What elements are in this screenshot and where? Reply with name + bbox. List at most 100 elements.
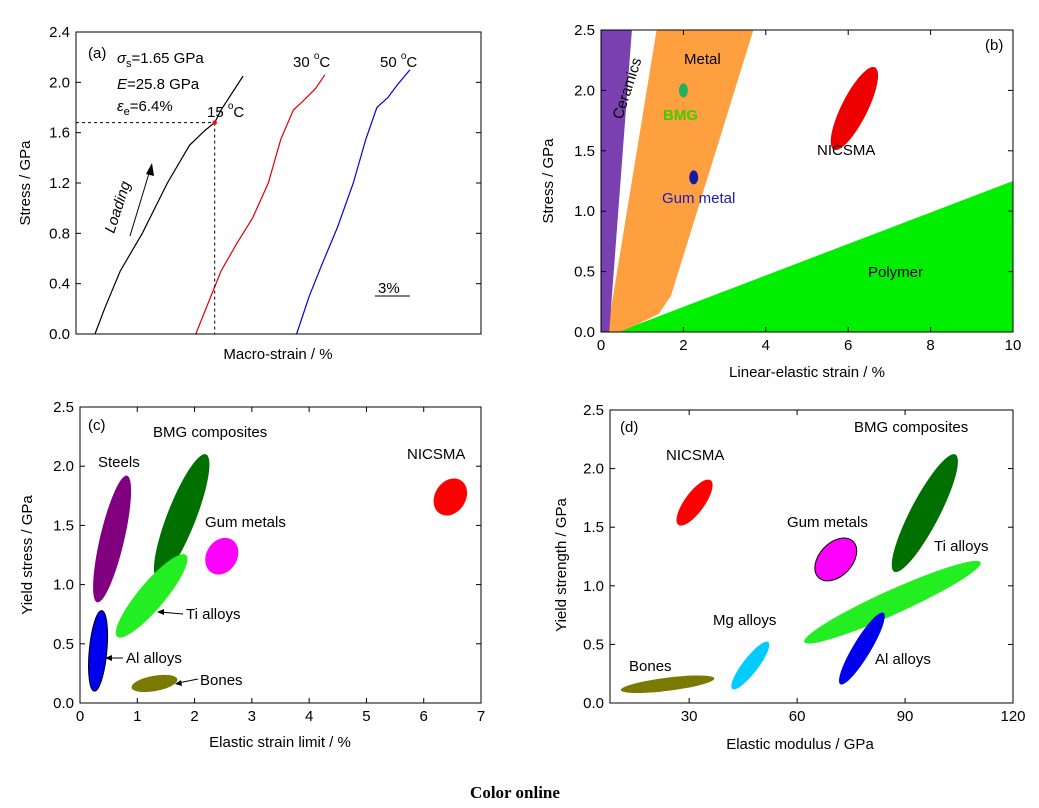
panel-b-ytick-label: 1.5 xyxy=(574,143,595,160)
point-label-nicsma-b: NICSMA xyxy=(817,142,875,159)
label-ti-alloys-d: Ti alloys xyxy=(934,538,988,555)
panel-c-xtick-label: 6 xyxy=(420,708,428,725)
ellipse-bones xyxy=(131,674,178,693)
panel-c-xtick-label: 5 xyxy=(362,708,370,725)
panel-b-ytick-label: 1.0 xyxy=(574,203,595,220)
label-al-alloys-d: Al alloys xyxy=(875,651,931,668)
sigma-symbol: σ xyxy=(117,50,127,67)
label-gum-metals-d: Gum metals xyxy=(787,514,868,531)
figure-footer: Color online xyxy=(470,783,560,802)
panel-b-ticks: 0 2 4 6 8 10 0.0 0.5 1.0 1.5 2.0 2.5 xyxy=(574,22,1021,354)
label-al-alloys-c: Al alloys xyxy=(126,650,182,667)
panel-d-ytick-label: 1.5 xyxy=(583,519,604,536)
panel-b-frame xyxy=(600,29,1014,333)
panel-d-label: (d) xyxy=(620,419,638,436)
panel-b-ylabel: Stress / GPa xyxy=(540,138,557,224)
panel-a-ytick-label: 1.6 xyxy=(49,125,70,142)
panel-b: 0 2 4 6 8 100.00.51.01.52.02.5 (b) Ceramics M… xyxy=(540,22,1021,381)
panel-a-curves xyxy=(94,69,411,335)
ellipse-bmg-composites-d xyxy=(891,454,958,573)
panel-d-frame xyxy=(609,409,1014,704)
pointer-bones-head xyxy=(175,680,182,686)
region-label-metal: Metal xyxy=(684,51,721,68)
region-label-polymer: Polymer xyxy=(868,264,923,281)
point-label-bmg: BMG xyxy=(663,107,698,124)
region-ceramics xyxy=(601,30,632,332)
panel-a-label: (a) xyxy=(88,45,106,62)
panel-c: 0 1 2 3 4 5 6 7 0.0 0.5 1.0 1.5 2.0 2.5 (c) Steels BM… xyxy=(19,399,485,751)
sigma-sub: s xyxy=(126,58,132,70)
ellipse-al-alloys-d xyxy=(839,612,885,685)
label-bones-d: Bones xyxy=(629,658,672,675)
panel-b-ytick-label: 2.0 xyxy=(574,82,595,99)
strain-value: =6.4% xyxy=(130,98,173,115)
panel-a-ytick-label: 0.4 xyxy=(49,276,70,293)
panel-b-ytick-label: 0.0 xyxy=(574,324,595,341)
panel-a-yield-marker xyxy=(212,120,217,125)
series-label-50C-value: 50 xyxy=(380,54,401,71)
series-label-30C-unit: C xyxy=(319,54,330,71)
panel-b-xtick-label: 4 xyxy=(762,337,770,354)
label-steels: Steels xyxy=(98,454,140,471)
panel-d-ytick-label: 2.5 xyxy=(583,402,604,419)
panel-b-xtick-label: 8 xyxy=(926,337,934,354)
sigma-value: =1.65 GPa xyxy=(132,50,205,67)
panel-b-xtick-label: 6 xyxy=(844,337,852,354)
panel-a-ytick-label: 2.0 xyxy=(49,74,70,91)
pointer-al-alloys-head xyxy=(105,655,112,661)
loading-arrow-head xyxy=(146,163,154,176)
panel-b-marks xyxy=(678,66,879,185)
modulus-symbol: E xyxy=(117,76,128,93)
label-mg-alloys-d: Mg alloys xyxy=(713,612,776,629)
panel-b-ytick-label: 2.5 xyxy=(574,22,595,39)
panel-a-ytick-label: 0.0 xyxy=(49,326,70,343)
ellipse-nicsma xyxy=(433,478,468,516)
panel-a-ylabel: Stress / GPa xyxy=(17,140,34,226)
panel-a-ytick-label: 1.2 xyxy=(49,175,70,192)
ellipse-nicsma-d xyxy=(676,479,713,526)
panel-b-regions xyxy=(601,30,1013,332)
panel-a-sigma-annotation: σs=1.65 GPa xyxy=(117,50,204,70)
panel-d-xlabel: Elastic modulus / GPa xyxy=(726,736,874,753)
panel-b-xlabel: Linear-elastic strain / % xyxy=(729,364,885,381)
ellipse-steels xyxy=(93,475,132,603)
point-gum-metal xyxy=(689,170,699,185)
panel-c-ytick-label: 0.0 xyxy=(53,695,74,712)
ellipse-gum-metals xyxy=(205,537,239,575)
ellipse-mg-alloys-d xyxy=(731,641,770,690)
panel-d: 30 60 90 120 0.0 0.5 1.0 1.5 2.0 2.5 (d) NICSMA B… xyxy=(553,402,1026,753)
panel-a: 0.0 0.4 0.8 1.2 1.6 2.0 2.4 (a) σs=1.65 GPa E=… xyxy=(17,24,482,363)
label-bmg-composites-c: BMG composites xyxy=(153,424,267,441)
panel-c-xlabel: Elastic strain limit / % xyxy=(209,734,351,751)
panel-d-xtick-label: 30 xyxy=(681,708,698,725)
panel-c-ytick-label: 0.5 xyxy=(53,636,74,653)
series-label-30C: 30 oC xyxy=(293,51,330,71)
panel-c-label: (c) xyxy=(88,417,106,434)
panel-c-frame xyxy=(79,406,482,704)
panel-c-ticks: 0 1 2 3 4 5 6 7 0.0 0.5 1.0 1.5 2.0 2.5 xyxy=(53,399,485,725)
label-nicsma-d: NICSMA xyxy=(666,447,724,464)
panel-c-xtick-label: 7 xyxy=(477,708,485,725)
region-metal xyxy=(607,30,754,332)
point-label-gum-metal: Gum metal xyxy=(662,190,735,207)
series-label-15C-value: 15 xyxy=(207,104,228,121)
panel-a-modulus-annotation: E=25.8 GPa xyxy=(117,76,200,93)
panel-a-strain-annotation: εe=6.4% xyxy=(117,98,173,118)
panel-a-ytick-label: 2.4 xyxy=(49,24,70,41)
modulus-value: =25.8 GPa xyxy=(127,76,200,93)
panel-c-xtick-label: 3 xyxy=(248,708,256,725)
point-bmg xyxy=(678,83,688,98)
panel-c-xtick-label: 4 xyxy=(305,708,313,725)
panel-d-ticks: 30 60 90 120 0.0 0.5 1.0 1.5 2.0 2.5 xyxy=(583,402,1025,725)
panel-a-xlabel: Macro-strain / % xyxy=(223,346,332,363)
label-ti-alloys-c: Ti alloys xyxy=(186,606,240,623)
panel-b-xtick-label: 10 xyxy=(1005,337,1022,354)
panel-b-label: (b) xyxy=(985,37,1003,54)
scale-bar-label: 3% xyxy=(378,280,400,297)
series-line-1 xyxy=(195,74,326,335)
strain-symbol: ε xyxy=(117,98,124,115)
ellipse-ti-alloys xyxy=(115,554,188,638)
label-bmg-composites-d: BMG composites xyxy=(854,419,968,436)
panel-c-ytick-label: 1.5 xyxy=(53,517,74,534)
